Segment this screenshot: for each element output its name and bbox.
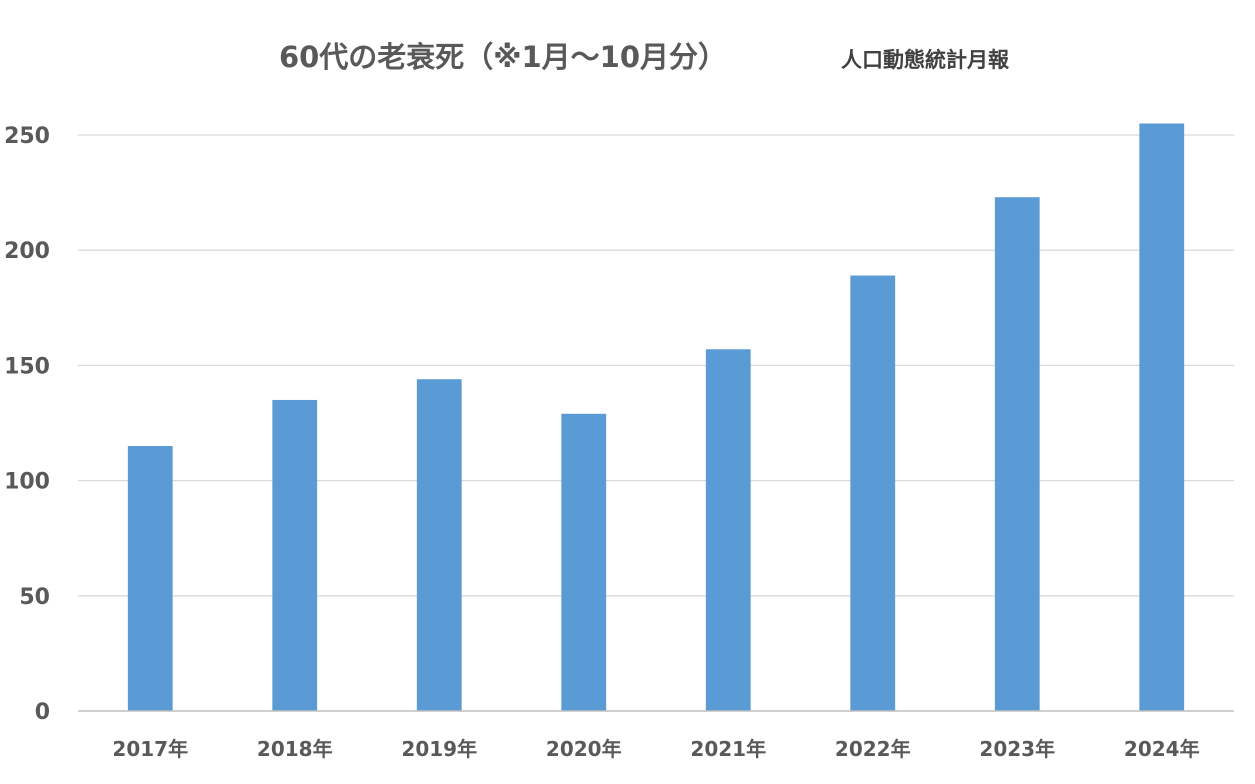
bar (1139, 123, 1185, 712)
y-tick-label: 250 (4, 124, 50, 149)
x-tick-label: 2022年 (835, 737, 911, 761)
x-tick-label: 2024年 (1124, 737, 1200, 761)
y-tick-label: 200 (4, 239, 50, 264)
y-tick-label: 150 (4, 354, 50, 379)
x-axis-tick-labels: 2017年 2018年 2019年 2020年 2021年 2022年 2023年 2024年 (112, 737, 1199, 761)
x-tick-label: 2017年 (112, 737, 188, 761)
chart-title: 60代の老衰死（※1月～10月分） (279, 40, 727, 74)
bars (127, 123, 1185, 712)
bar (705, 349, 751, 711)
y-tick-label: 0 (35, 700, 50, 725)
bar (994, 197, 1040, 711)
y-tick-label: 100 (4, 470, 50, 495)
x-tick-label: 2020年 (546, 737, 622, 761)
gridlines (78, 134, 1234, 597)
bar (416, 379, 462, 711)
x-tick-label: 2021年 (690, 737, 766, 761)
bar (850, 275, 896, 711)
y-tick-label: 50 (19, 585, 50, 610)
chart-subtitle: 人口動態統計月報 (841, 48, 1010, 72)
x-tick-label: 2018年 (257, 737, 333, 761)
bar (272, 399, 318, 711)
x-tick-label: 2019年 (401, 737, 477, 761)
bar (127, 446, 173, 711)
y-axis-tick-labels: 0 50 100 150 200 250 (4, 124, 50, 725)
bar (561, 413, 607, 711)
x-tick-label: 2023年 (979, 737, 1055, 761)
